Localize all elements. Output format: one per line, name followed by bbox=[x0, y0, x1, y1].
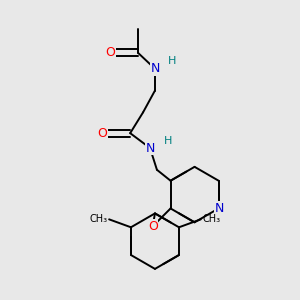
Text: N: N bbox=[215, 202, 224, 215]
Text: H: H bbox=[164, 136, 172, 146]
Text: O: O bbox=[148, 220, 158, 233]
Text: CH₃: CH₃ bbox=[203, 214, 221, 224]
Text: N: N bbox=[150, 62, 160, 75]
Text: CH₃: CH₃ bbox=[89, 214, 107, 224]
Text: O: O bbox=[98, 127, 107, 140]
Text: O: O bbox=[105, 46, 115, 59]
Text: N: N bbox=[145, 142, 155, 154]
Text: H: H bbox=[168, 56, 176, 66]
